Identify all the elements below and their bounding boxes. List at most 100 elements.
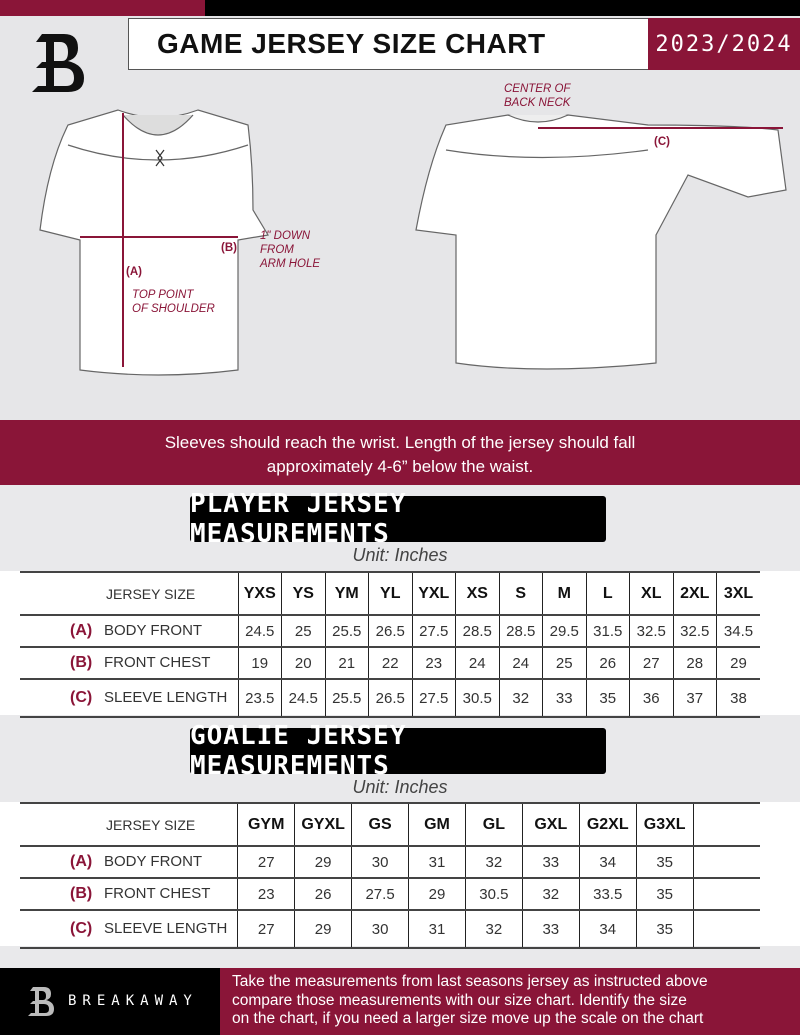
measure-name: FRONT CHEST xyxy=(104,885,211,902)
table-cell: 35 xyxy=(635,878,694,911)
size-header: XS xyxy=(455,571,499,616)
player-section-title: PLAYER JERSEY MEASUREMENTS xyxy=(190,489,606,549)
measure-lines xyxy=(80,113,783,367)
table-cell: 31.5 xyxy=(585,615,630,648)
front-jersey xyxy=(39,109,269,376)
size-header: M xyxy=(542,571,586,616)
table-cell: 32 xyxy=(464,846,523,879)
table-cell: 29 xyxy=(294,910,352,949)
goalie-section-title: GOALIE JERSEY MEASUREMENTS xyxy=(190,721,606,781)
table-cell: 30 xyxy=(351,910,409,949)
table-cell: 38 xyxy=(716,679,760,718)
table-row: (B) FRONT CHEST 23 26 27.5 29 30.5 32 33.5 35 xyxy=(20,878,760,911)
table-cell: 30.5 xyxy=(464,878,523,911)
table-cell: 26 xyxy=(585,647,630,680)
table-row: (B) FRONT CHEST 19 20 21 22 23 24 24 25 26 27 28 29 xyxy=(20,647,760,680)
size-header: YXL xyxy=(411,571,456,616)
jersey-size-header: JERSEY SIZE xyxy=(20,571,238,616)
table-cell: 30.5 xyxy=(455,679,499,718)
note-shoulder: TOP POINT OF SHOULDER xyxy=(132,289,215,315)
table-row: (A) BODY FRONT 24.5 25 25.5 26.5 27.5 28.5 28.5 2… xyxy=(20,615,760,648)
table-cell: 32.5 xyxy=(672,615,717,648)
table-cell: 26.5 xyxy=(368,679,412,718)
table-cell: 24 xyxy=(455,647,499,680)
size-header: 2XL xyxy=(672,571,717,616)
label-c: (C) xyxy=(654,136,670,148)
table-cell: 34 xyxy=(578,910,637,949)
measure-name: FRONT CHEST xyxy=(104,654,211,671)
brand-logo-small xyxy=(28,987,54,1016)
measure-letter: (B) xyxy=(70,885,93,902)
note-back-neck: CENTER OF BACK NECK xyxy=(504,83,571,109)
table-cell: 29.5 xyxy=(542,615,586,648)
top-bar-accent xyxy=(0,0,205,16)
table-cell: 27 xyxy=(237,910,295,949)
table-cell: 23 xyxy=(237,878,295,911)
measure-letter: (C) xyxy=(70,689,93,706)
table-cell: 25 xyxy=(281,615,325,648)
footer-brand: BREAKAWAY xyxy=(0,968,220,1035)
measure-name: SLEEVE LENGTH xyxy=(104,689,228,706)
measure-letter: (A) xyxy=(70,853,93,870)
size-header: GL xyxy=(464,802,523,847)
size-header: GS xyxy=(351,802,409,847)
table-cell: 33.5 xyxy=(578,878,637,911)
size-header: L xyxy=(585,571,630,616)
table-cell: 20 xyxy=(281,647,325,680)
measure-name: BODY FRONT xyxy=(104,853,203,870)
table-cell: 25.5 xyxy=(324,679,369,718)
table-cell: 24 xyxy=(498,647,543,680)
table-cell: 36 xyxy=(629,679,673,718)
table-cell: 37 xyxy=(672,679,717,718)
table-cell xyxy=(692,846,760,879)
table-cell: 23 xyxy=(411,647,456,680)
jersey-size-header: JERSEY SIZE xyxy=(20,802,238,847)
size-header: GYXL xyxy=(294,802,352,847)
back-jersey xyxy=(415,114,787,370)
top-bar-dark xyxy=(205,0,800,16)
table-cell: 31 xyxy=(408,910,466,949)
table-cell: 30 xyxy=(351,846,409,879)
player-table: JERSEY SIZE YXS YS YM YL YXL XS S M L XL 2XL 3XL (A) B… xyxy=(20,571,760,718)
goalie-unit: Unit: Inches xyxy=(352,777,448,797)
size-header: S xyxy=(498,571,543,616)
table-cell: 32.5 xyxy=(629,615,673,648)
fit-instructions-banner: Sleeves should reach the wrist. Length o… xyxy=(0,420,800,485)
table-cell xyxy=(692,878,760,911)
table-cell: 29 xyxy=(294,846,352,879)
table-cell: 31 xyxy=(408,846,466,879)
brand-name: BREAKAWAY xyxy=(68,993,198,1009)
measure-letter: (B) xyxy=(70,654,93,671)
row-label: (B) FRONT CHEST xyxy=(20,647,238,680)
table-cell: 35 xyxy=(585,679,630,718)
jersey-diagram xyxy=(39,109,787,376)
table-cell xyxy=(692,910,760,949)
label-a: (A) xyxy=(126,266,142,278)
measure-name: SLEEVE LENGTH xyxy=(104,920,228,937)
table-cell: 21 xyxy=(324,647,369,680)
table-cell: 26 xyxy=(294,878,352,911)
table-cell: 25.5 xyxy=(324,615,369,648)
table-cell: 28.5 xyxy=(498,615,543,648)
table-cell: 33 xyxy=(542,679,586,718)
page-title: GAME JERSEY SIZE CHART xyxy=(128,18,650,70)
table-cell: 35 xyxy=(635,910,694,949)
size-header: GM xyxy=(408,802,466,847)
row-label: (C) SLEEVE LENGTH xyxy=(20,910,238,949)
size-header: 3XL xyxy=(716,571,760,616)
measure-letter: (A) xyxy=(70,622,93,639)
goalie-table: JERSEY SIZE GYM GYXL GS GM GL GXL G2XL G3XL (A) BO… xyxy=(20,802,760,949)
table-cell: 22 xyxy=(368,647,412,680)
row-label: (A) BODY FRONT xyxy=(20,615,238,648)
size-header: YS xyxy=(281,571,325,616)
footer-instructions: Take the measurements from last seasons … xyxy=(220,968,800,1035)
table-row: (A) BODY FRONT 27 29 30 31 32 33 34 35 xyxy=(20,846,760,879)
table-cell: 32 xyxy=(464,910,523,949)
measure-letter: (C) xyxy=(70,920,93,937)
table-cell: 34 xyxy=(578,846,637,879)
table-cell: 23.5 xyxy=(237,679,282,718)
row-label: (C) SLEEVE LENGTH xyxy=(20,679,238,718)
table-cell: 29 xyxy=(716,647,760,680)
size-header: GYM xyxy=(237,802,295,847)
table-cell: 27.5 xyxy=(411,679,456,718)
